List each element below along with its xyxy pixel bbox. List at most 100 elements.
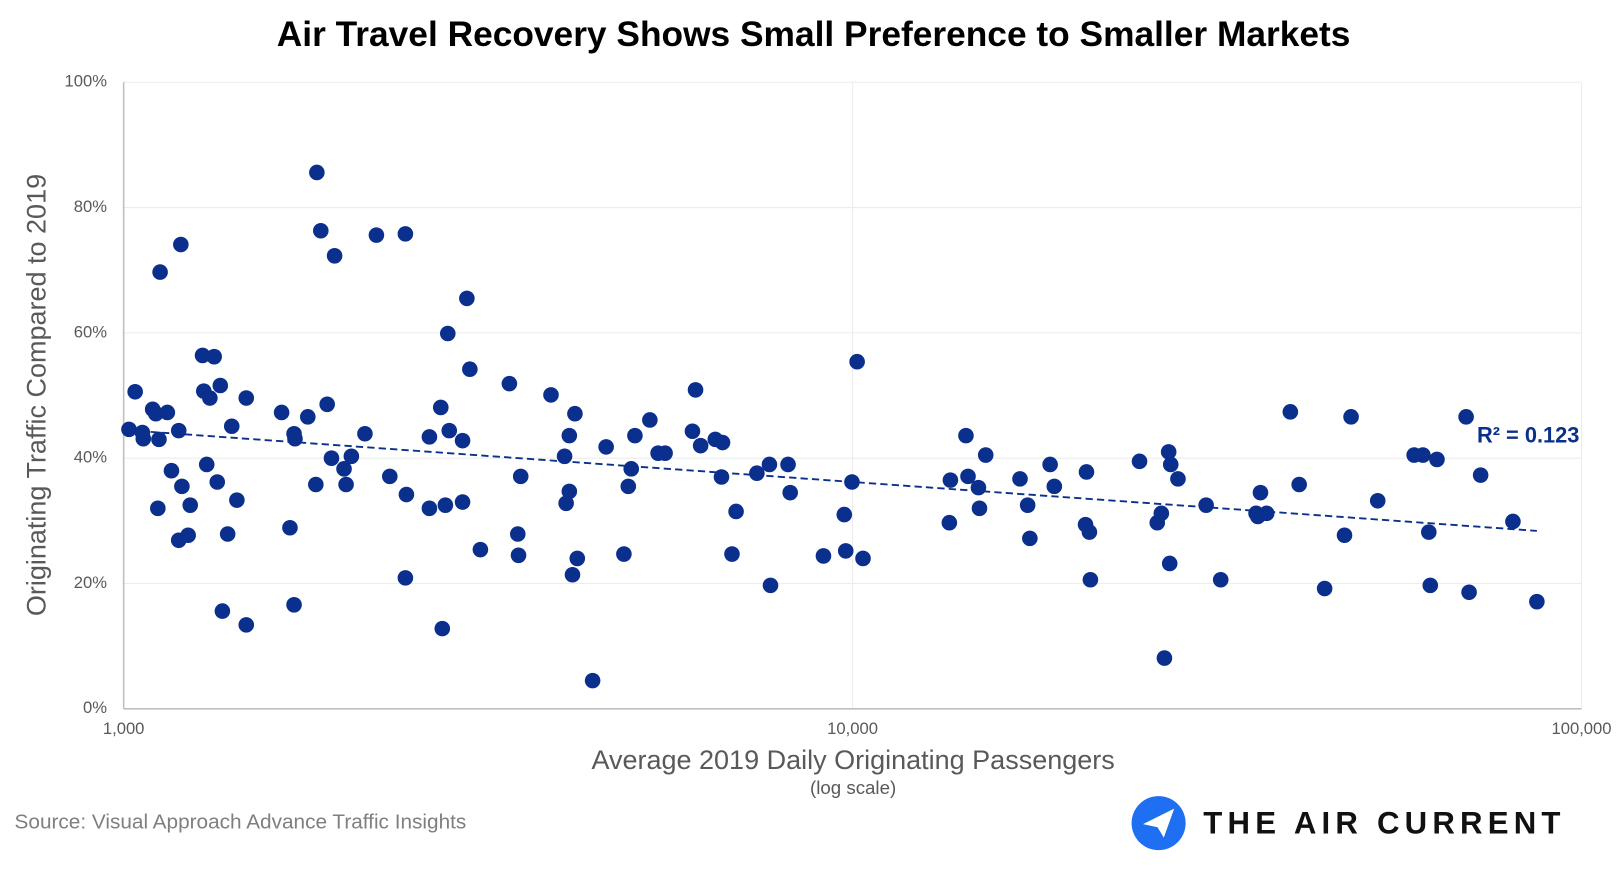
point <box>556 448 573 465</box>
point <box>958 427 974 444</box>
point <box>135 430 152 447</box>
point <box>338 476 354 493</box>
y-tick-label: 40% <box>74 448 107 467</box>
point <box>223 418 240 435</box>
point <box>510 547 527 564</box>
point <box>782 484 798 501</box>
point <box>642 412 658 428</box>
point <box>1081 524 1098 540</box>
point <box>299 409 316 425</box>
point <box>454 432 471 449</box>
annotation: R² = 0.123 <box>1477 422 1579 447</box>
point <box>1472 467 1489 483</box>
point <box>684 423 701 440</box>
point <box>761 456 778 473</box>
y-axis-label: Originating Traffic Compared to 2019 <box>22 174 52 616</box>
point <box>561 483 578 500</box>
point <box>627 427 643 444</box>
point <box>397 226 414 242</box>
point <box>501 375 518 392</box>
point <box>382 468 398 485</box>
point <box>1291 476 1307 493</box>
y-tick-label: 20% <box>74 573 107 592</box>
point <box>1170 471 1186 487</box>
point <box>1415 447 1431 463</box>
point <box>194 347 211 364</box>
point <box>692 437 709 454</box>
point <box>397 570 414 586</box>
y-tick-label: 0% <box>83 698 107 717</box>
point <box>836 506 853 523</box>
point <box>151 431 167 448</box>
point <box>368 227 385 243</box>
point <box>437 497 454 513</box>
point <box>163 462 180 479</box>
point <box>174 478 190 495</box>
point <box>1046 478 1063 495</box>
point <box>1369 493 1386 509</box>
point <box>209 474 226 490</box>
point <box>657 445 673 461</box>
point <box>472 541 489 558</box>
point <box>837 543 854 559</box>
point <box>855 550 871 567</box>
point <box>421 429 438 445</box>
point <box>1161 555 1178 572</box>
point <box>1082 571 1099 588</box>
point <box>439 325 456 342</box>
point <box>357 425 373 442</box>
y-tick-label: 80% <box>74 197 107 216</box>
point <box>1458 409 1474 425</box>
point <box>623 461 640 477</box>
point <box>620 478 637 495</box>
point <box>286 597 302 613</box>
point <box>780 456 796 473</box>
point <box>1461 584 1477 601</box>
logo-plane <box>1143 808 1175 838</box>
point <box>1429 451 1445 468</box>
point <box>762 577 779 594</box>
point <box>229 492 245 508</box>
point <box>724 546 740 562</box>
point <box>421 500 438 517</box>
point <box>616 546 632 562</box>
point <box>512 468 529 485</box>
point <box>1252 484 1269 501</box>
point <box>170 422 187 439</box>
point <box>687 382 704 398</box>
point <box>238 390 255 406</box>
point <box>1012 471 1028 487</box>
point <box>543 387 559 403</box>
point <box>282 519 298 536</box>
point <box>462 361 478 378</box>
point <box>970 479 987 496</box>
point <box>1529 593 1545 610</box>
point <box>849 353 865 370</box>
point <box>206 348 222 365</box>
brand: THE AIR CURRENT <box>1203 805 1565 840</box>
point <box>728 503 744 520</box>
point <box>159 404 176 421</box>
point <box>1198 497 1214 513</box>
point <box>459 290 475 307</box>
point <box>558 495 574 512</box>
point <box>561 427 578 444</box>
point <box>1505 513 1521 530</box>
point <box>214 603 231 619</box>
point <box>343 448 360 465</box>
point <box>509 526 526 542</box>
x-tick-label: 100,000 <box>1551 719 1611 738</box>
source: Source: Visual Approach Advance Traffic … <box>15 811 467 834</box>
point <box>714 434 731 451</box>
point <box>323 450 340 466</box>
point <box>1316 580 1333 597</box>
logo: THE AIR CURRENT <box>1131 796 1565 851</box>
point <box>441 422 458 439</box>
trendline <box>150 430 1537 532</box>
point <box>598 439 614 455</box>
point <box>432 399 449 416</box>
point <box>569 550 586 567</box>
point <box>1258 505 1275 522</box>
point <box>152 264 168 280</box>
point <box>398 486 415 503</box>
